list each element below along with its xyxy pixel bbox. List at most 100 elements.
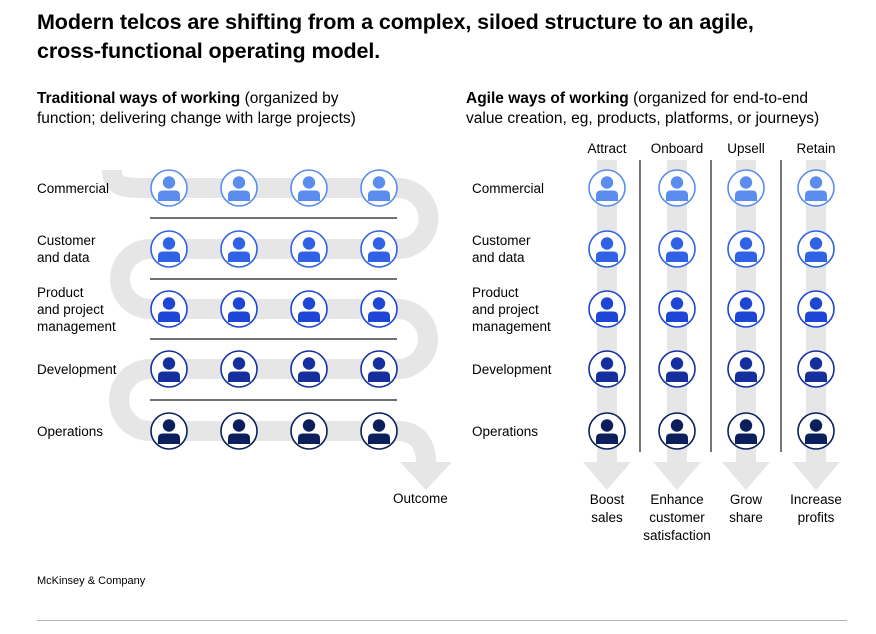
person-icon bbox=[588, 350, 626, 388]
column-outcome-line: Boost bbox=[589, 492, 625, 507]
person-icon bbox=[797, 350, 835, 388]
agile-row-label-line: Commercial bbox=[472, 180, 545, 196]
agile-row-label-line: management bbox=[472, 318, 551, 334]
person-icon bbox=[797, 412, 835, 450]
person-icon bbox=[150, 412, 188, 450]
column-outcome-line: sales bbox=[591, 510, 623, 525]
person-icon bbox=[727, 290, 765, 328]
person-icon bbox=[658, 169, 696, 207]
column-outcome-line: customer bbox=[649, 510, 705, 525]
footer-brand: McKinsey & Company bbox=[37, 575, 146, 587]
serpentine-flow bbox=[102, 169, 452, 490]
person-icon bbox=[150, 290, 188, 328]
traditional-row-label-line: Product bbox=[37, 284, 84, 300]
column-outcome-line: profits bbox=[797, 510, 835, 525]
person-icon bbox=[588, 230, 626, 268]
agile-heading: Agile ways of working (organized for end… bbox=[466, 89, 819, 129]
person-icon bbox=[360, 169, 398, 207]
traditional-heading-bold: Traditional ways of working bbox=[37, 90, 241, 107]
traditional-row-label-line: Commercial bbox=[37, 180, 110, 196]
traditional-row-label-line: Customer bbox=[37, 233, 96, 248]
person-icon bbox=[588, 290, 626, 328]
agile-row-label-line: and data bbox=[472, 250, 525, 265]
traditional-row-label: Operations bbox=[37, 423, 103, 440]
agile-row-label-line: Operations bbox=[472, 423, 539, 439]
column-header-retain: Retain bbox=[796, 141, 836, 156]
person-icon bbox=[150, 230, 188, 268]
person-icon bbox=[220, 169, 258, 207]
person-icon bbox=[727, 412, 765, 450]
traditional-row-label-line: management bbox=[37, 318, 116, 334]
agile-row-label-line: Customer bbox=[472, 233, 531, 248]
outcome-arrowhead bbox=[400, 462, 452, 490]
traditional-row-label-line: and data bbox=[37, 250, 90, 265]
traditional-row-label-line: Operations bbox=[37, 423, 104, 439]
person-icon bbox=[360, 412, 398, 450]
column-outcome: Grow share bbox=[696, 491, 796, 527]
column-arrowhead bbox=[583, 462, 631, 490]
agile-row-label: Operations bbox=[472, 423, 538, 440]
column-header-attract: Attract bbox=[587, 141, 627, 156]
person-icon bbox=[220, 290, 258, 328]
title-line-2: cross-functional operating model. bbox=[37, 39, 381, 63]
traditional-heading-rest: (organized by bbox=[240, 90, 339, 107]
person-icon bbox=[220, 230, 258, 268]
agile-row-label-line: and project bbox=[472, 301, 539, 317]
agile-heading-line2: value creation, eg, products, platforms,… bbox=[466, 110, 820, 127]
flow-path bbox=[102, 169, 439, 463]
column-outcome: Enhance customer satisfaction bbox=[627, 491, 727, 545]
column-arrowhead bbox=[792, 462, 840, 490]
person-icon bbox=[797, 230, 835, 268]
traditional-heading-line2: function; delivering change with large p… bbox=[37, 110, 356, 127]
traditional-row-label-line: Development bbox=[37, 361, 117, 377]
agile-row-label: Commercial bbox=[472, 180, 544, 197]
agile-heading-bold: Agile ways of working bbox=[466, 90, 629, 107]
person-icon bbox=[588, 169, 626, 207]
person-icon bbox=[360, 350, 398, 388]
column-outcome-line: Enhance bbox=[650, 492, 704, 507]
person-icon bbox=[220, 412, 258, 450]
agile-heading-rest: (organized for end-to-end bbox=[628, 90, 808, 107]
traditional-row-label: Commercial bbox=[37, 180, 109, 197]
person-icon bbox=[360, 230, 398, 268]
person-icon bbox=[658, 290, 696, 328]
column-arrowhead bbox=[722, 462, 770, 490]
person-icon bbox=[220, 350, 258, 388]
column-outcome-line: Grow bbox=[729, 492, 763, 507]
traditional-row-label: Customer and data bbox=[37, 232, 96, 266]
traditional-row-label-line: and project bbox=[37, 301, 104, 317]
person-icon bbox=[727, 350, 765, 388]
person-icon bbox=[658, 350, 696, 388]
page-title: Modern telcos are shifting from a comple… bbox=[37, 8, 857, 66]
footer-rule bbox=[37, 620, 847, 621]
agile-row-label: Product and project management bbox=[472, 284, 551, 335]
person-icon bbox=[290, 230, 328, 268]
person-icon bbox=[290, 169, 328, 207]
column-outcome-line: share bbox=[729, 510, 763, 525]
person-icon bbox=[150, 350, 188, 388]
traditional-heading: Traditional ways of working (organized b… bbox=[37, 89, 356, 129]
column-header-upsell: Upsell bbox=[727, 141, 765, 156]
person-icon bbox=[797, 290, 835, 328]
column-outcome: Boost sales bbox=[557, 491, 657, 527]
agile-row-label: Customer and data bbox=[472, 232, 531, 266]
person-icon bbox=[290, 350, 328, 388]
column-outcome-line: Increase bbox=[790, 492, 842, 507]
person-icon bbox=[290, 290, 328, 328]
agile-row-label-line: Product bbox=[472, 284, 519, 300]
person-icon bbox=[797, 169, 835, 207]
person-icon bbox=[588, 412, 626, 450]
traditional-row-label: Product and project management bbox=[37, 284, 116, 335]
column-arrowhead bbox=[653, 462, 701, 490]
traditional-row-label: Development bbox=[37, 361, 117, 378]
outcome-label: Outcome bbox=[393, 491, 448, 506]
person-icon bbox=[727, 230, 765, 268]
person-icon bbox=[290, 412, 328, 450]
agile-row-label: Development bbox=[472, 361, 552, 378]
person-icon bbox=[658, 230, 696, 268]
column-outcome: Increase profits bbox=[766, 491, 866, 527]
title-line-1: Modern telcos are shifting from a comple… bbox=[37, 10, 754, 34]
person-icon bbox=[658, 412, 696, 450]
column-header-onboard: Onboard bbox=[650, 141, 704, 156]
